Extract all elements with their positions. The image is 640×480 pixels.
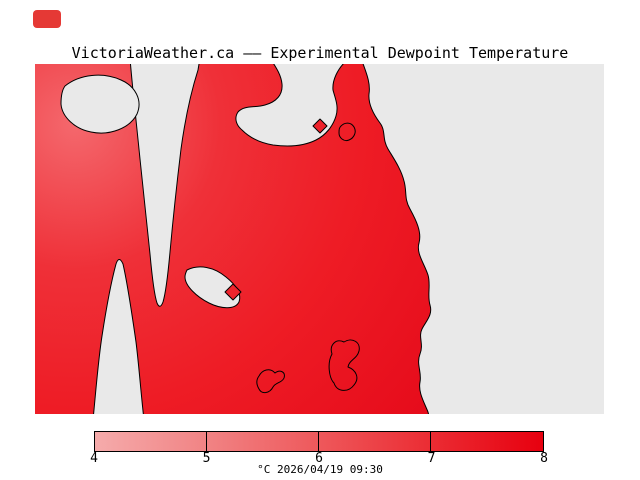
island-north <box>338 122 356 141</box>
colorbar-tick-label: 4 <box>90 451 98 466</box>
colorbar-tick-label: 6 <box>315 451 323 466</box>
inlet-southwest <box>93 259 144 414</box>
colorbar-tick-label: 8 <box>540 451 548 466</box>
corner-decoration <box>33 10 61 28</box>
coastline-layer <box>35 64 432 414</box>
colorbar-caption: °C 2026/04/19 09:30 <box>0 463 640 476</box>
colorbar-tick <box>318 432 319 451</box>
island-north-diamond <box>312 118 328 134</box>
island-diamond <box>224 283 242 301</box>
bay-northwest <box>60 74 140 134</box>
page-title: VictoriaWeather.ca —— Experimental Dewpo… <box>71 44 569 62</box>
colorbar-labels: 4 5 6 7 8 <box>90 451 548 466</box>
timestamp: 2026/04/19 09:30 <box>276 463 383 476</box>
colorbar-tick <box>430 432 431 451</box>
colorbar-tick-label: 5 <box>202 451 211 466</box>
weather-map <box>35 64 604 414</box>
bay-side <box>184 266 241 309</box>
map-container <box>35 64 604 414</box>
island-south-west <box>256 369 285 394</box>
island-south-east <box>328 339 360 391</box>
colorbar-tick <box>206 432 207 451</box>
unit-label: °C <box>257 463 271 476</box>
colorbar-tick-label: 7 <box>427 451 436 466</box>
colorbar <box>94 431 544 452</box>
